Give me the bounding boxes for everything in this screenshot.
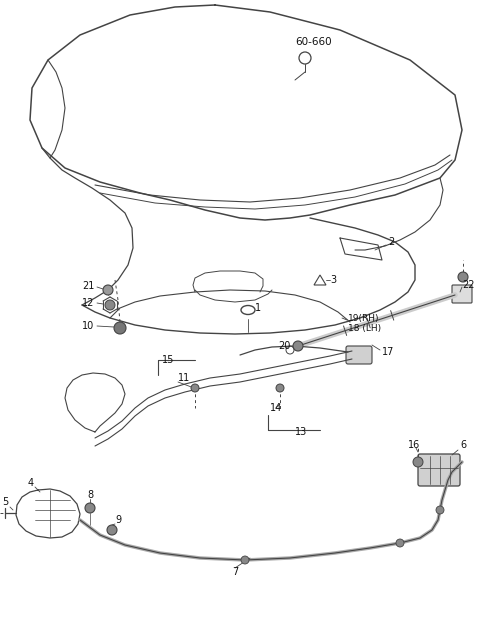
Text: 5: 5: [2, 497, 8, 507]
Circle shape: [436, 506, 444, 514]
FancyBboxPatch shape: [346, 346, 372, 364]
Circle shape: [114, 322, 126, 334]
Text: 16: 16: [408, 440, 420, 450]
Text: 18 (LH): 18 (LH): [348, 324, 381, 333]
Circle shape: [293, 341, 303, 351]
Text: 2: 2: [388, 237, 394, 247]
FancyBboxPatch shape: [452, 285, 472, 303]
Circle shape: [241, 556, 249, 564]
Text: 15: 15: [162, 355, 174, 365]
Circle shape: [107, 525, 117, 535]
Text: 12: 12: [82, 298, 95, 308]
Text: 7: 7: [232, 567, 238, 577]
Text: 21: 21: [82, 281, 95, 291]
Circle shape: [191, 384, 199, 392]
Text: 9: 9: [115, 515, 121, 525]
Text: 3: 3: [330, 275, 336, 285]
Text: 22: 22: [462, 280, 475, 290]
Circle shape: [458, 272, 468, 282]
Text: 19(RH): 19(RH): [348, 314, 380, 322]
Circle shape: [85, 503, 95, 513]
Text: 10: 10: [82, 321, 94, 331]
Text: 20: 20: [278, 341, 290, 351]
Circle shape: [396, 539, 404, 547]
Text: 4: 4: [28, 478, 34, 488]
Text: 13: 13: [295, 427, 307, 437]
FancyBboxPatch shape: [418, 454, 460, 486]
Text: 8: 8: [87, 490, 93, 500]
Circle shape: [105, 300, 115, 310]
Text: 14: 14: [270, 403, 282, 413]
Circle shape: [413, 457, 423, 467]
Text: 11: 11: [178, 373, 190, 383]
Text: 17: 17: [382, 347, 395, 357]
Text: 6: 6: [460, 440, 466, 450]
Circle shape: [276, 384, 284, 392]
Text: 1: 1: [255, 303, 261, 313]
Text: 60-660: 60-660: [295, 37, 332, 47]
Circle shape: [103, 285, 113, 295]
